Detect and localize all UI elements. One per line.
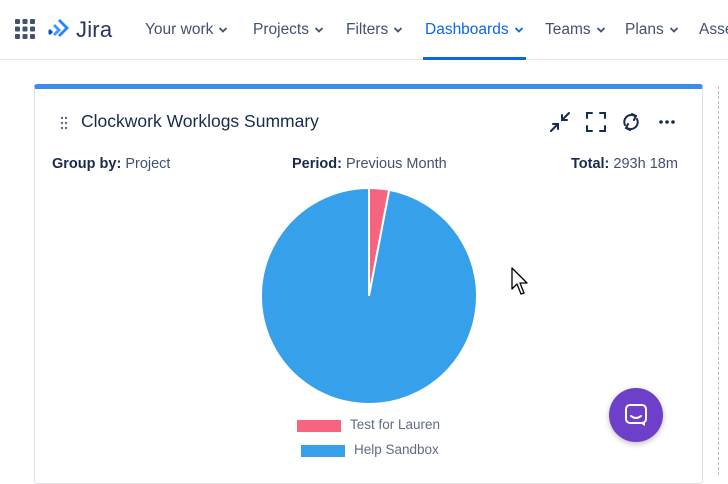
legend-label: Test for Lauren	[350, 417, 441, 432]
nav-plans-label: Plans	[625, 21, 664, 38]
chevron-down-icon	[596, 27, 605, 33]
mouse-cursor-icon	[511, 267, 528, 295]
legend-swatch	[301, 445, 345, 457]
nav-your-work-label: Your work	[145, 21, 214, 38]
app-switcher-icon[interactable]	[15, 19, 35, 39]
more-icon[interactable]	[656, 111, 678, 133]
nav-filters[interactable]: Filters	[346, 0, 403, 60]
total: Total: 293h 18m	[571, 156, 678, 172]
chat-launcher-button[interactable]	[609, 388, 663, 442]
nav-assets[interactable]: Asse	[699, 0, 728, 60]
nav-dashboards-label: Dashboards	[425, 21, 509, 38]
nav-filters-label: Filters	[346, 21, 389, 38]
nav-projects-label: Projects	[253, 21, 309, 38]
dashboard-canvas: Clockwork Worklogs Summary Group by: P	[0, 60, 728, 484]
chevron-down-icon	[514, 27, 523, 33]
total-label: Total:	[571, 156, 610, 172]
drag-handle-icon[interactable]	[60, 116, 68, 130]
gadget-title: Clockwork Worklogs Summary	[81, 111, 319, 131]
legend-label: Help Sandbox	[354, 442, 439, 457]
period: Period: Previous Month	[292, 156, 447, 172]
column-dropzone	[718, 86, 728, 475]
nav-assets-label: Asse	[699, 21, 728, 38]
chat-icon	[625, 404, 647, 426]
refresh-icon[interactable]	[620, 111, 642, 133]
chevron-down-icon	[219, 27, 228, 33]
clockwork-gadget: Clockwork Worklogs Summary Group by: P	[34, 84, 703, 484]
worklog-pie-chart	[260, 186, 478, 405]
period-value: Previous Month	[345, 156, 447, 172]
nav-your-work[interactable]: Your work	[145, 0, 228, 60]
group-by-label: Group by:	[52, 156, 122, 172]
period-label: Period:	[292, 156, 342, 172]
legend-swatch	[297, 420, 341, 432]
nav-dashboards[interactable]: Dashboards	[423, 0, 526, 60]
nav-teams[interactable]: Teams	[545, 0, 606, 60]
top-navigation: Jira Your work Projects Filters Dashboar…	[0, 0, 728, 60]
chevron-down-icon	[394, 27, 403, 33]
logo-text: Jira	[76, 17, 113, 42]
chevron-down-icon	[314, 27, 324, 33]
jira-logo-icon	[48, 19, 69, 37]
group-by: Group by: Project	[52, 156, 170, 172]
jira-logo[interactable]: Jira	[48, 17, 112, 43]
chevron-down-icon	[669, 27, 678, 33]
nav-teams-label: Teams	[545, 21, 591, 38]
pie-slice-help-sandbox[interactable]	[260, 186, 478, 405]
nav-plans[interactable]: Plans	[625, 0, 679, 60]
minimize-icon[interactable]	[549, 111, 571, 133]
fullscreen-icon[interactable]	[585, 111, 607, 133]
group-by-value: Project	[125, 156, 171, 172]
nav-projects[interactable]: Projects	[253, 0, 324, 60]
total-value: 293h 18m	[613, 156, 678, 172]
